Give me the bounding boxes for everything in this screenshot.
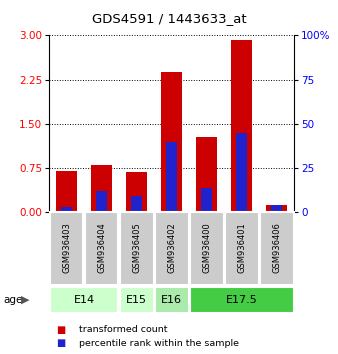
Bar (96, 191, 107, 212)
Bar (56, 171, 77, 212)
Bar (224, 212, 259, 285)
Bar (131, 196, 142, 212)
Text: E15: E15 (126, 295, 147, 305)
Bar (161, 72, 182, 212)
Bar (84, 212, 119, 285)
Text: age: age (3, 295, 23, 305)
Bar (120, 212, 153, 285)
Bar (91, 165, 112, 212)
Bar (201, 188, 212, 212)
Text: GSM936403: GSM936403 (62, 222, 71, 273)
Text: percentile rank within the sample: percentile rank within the sample (79, 339, 239, 348)
Bar (120, 287, 153, 313)
Text: E16: E16 (161, 295, 182, 305)
Text: transformed count: transformed count (79, 325, 168, 335)
Text: E17.5: E17.5 (226, 295, 258, 305)
Bar (236, 133, 247, 212)
Bar (266, 205, 287, 212)
Text: ■: ■ (56, 338, 65, 348)
Bar (190, 212, 223, 285)
Bar (61, 207, 72, 212)
Text: GSM936406: GSM936406 (272, 222, 281, 273)
Text: GSM936404: GSM936404 (97, 222, 106, 273)
Text: GDS4591 / 1443633_at: GDS4591 / 1443633_at (92, 12, 246, 25)
Bar (154, 212, 189, 285)
Text: ■: ■ (56, 325, 65, 335)
Bar (231, 40, 252, 212)
Bar (154, 287, 189, 313)
Text: GSM936401: GSM936401 (237, 222, 246, 273)
Text: GSM936405: GSM936405 (132, 222, 141, 273)
Text: GSM936400: GSM936400 (202, 222, 211, 273)
Bar (166, 142, 177, 212)
Bar (260, 212, 293, 285)
Bar (126, 172, 147, 212)
Text: GSM936402: GSM936402 (167, 222, 176, 273)
Bar (196, 137, 217, 212)
Bar (50, 287, 119, 313)
Bar (271, 205, 282, 212)
Bar (50, 212, 83, 285)
Bar (190, 287, 293, 313)
Text: ▶: ▶ (21, 295, 30, 305)
Text: E14: E14 (73, 295, 95, 305)
